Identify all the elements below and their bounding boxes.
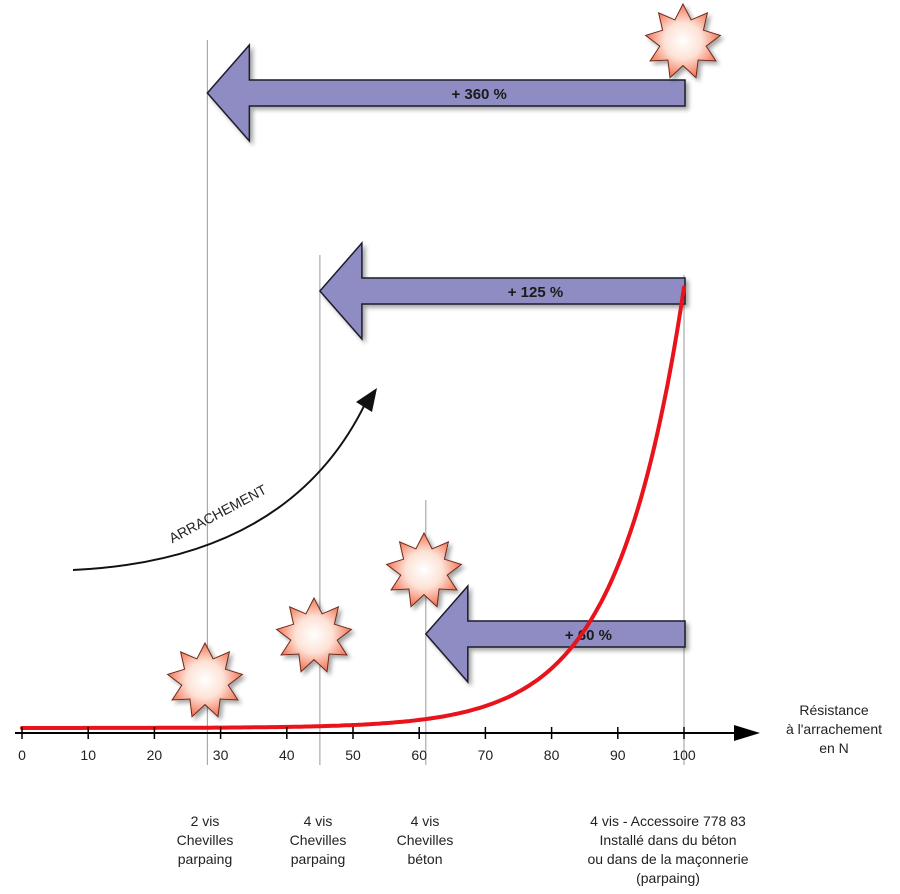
x-axis-arrowhead	[734, 725, 760, 741]
x-tick-label: 30	[213, 747, 229, 763]
marker-caption: béton	[407, 851, 442, 867]
marker-caption: Chevilles	[397, 832, 454, 848]
x-tick-label: 90	[610, 747, 626, 763]
improvement-label: + 360 %	[451, 86, 506, 103]
data-curve	[20, 285, 686, 730]
arrachement-arrowhead	[356, 388, 377, 412]
x-tick-label: 50	[345, 747, 361, 763]
marker-caption: (parpaing)	[636, 870, 700, 886]
x-axis-title: Résistance	[799, 702, 868, 718]
x-tick-label: 60	[411, 747, 427, 763]
marker-caption: Installé dans du béton	[600, 832, 737, 848]
arrachement-annotation: ARRACHEMENT	[72, 388, 377, 571]
burst-marker	[275, 596, 353, 673]
x-axis: 0 10 20 30 40 50 60 70 80 90 100 Résistance à l'arra…	[15, 702, 882, 763]
improvement-arrow	[424, 584, 686, 684]
marker-caption: 4 vis	[411, 813, 440, 829]
burst-marker	[166, 641, 244, 718]
marker-caption: 4 vis - Accessoire 778 83	[590, 813, 746, 829]
x-tick-label: 100	[672, 747, 696, 763]
improvement-label: + 60 %	[565, 627, 612, 644]
marker-caption: Chevilles	[290, 832, 347, 848]
x-tick-label: 80	[544, 747, 560, 763]
arrachement-arrow	[72, 401, 367, 571]
curve-label: ARRACHEMENT	[166, 481, 269, 546]
marker-caption: 2 vis	[191, 813, 220, 829]
x-axis-title: en N	[819, 740, 849, 756]
marker-caption: parpaing	[291, 851, 346, 867]
marker-captions: 2 vis Chevilles parpaing 4 vis Chevilles parp…	[177, 813, 749, 886]
resistance-curve	[20, 285, 686, 730]
marker-caption: ou dans de la maçonnerie	[587, 851, 748, 867]
improvement-label: + 125 %	[508, 284, 563, 301]
x-tick-label: 20	[147, 747, 163, 763]
x-tick-label: 10	[80, 747, 96, 763]
improvement-arrow	[206, 43, 686, 143]
marker-caption: parpaing	[178, 851, 233, 867]
burst-marker	[644, 2, 722, 79]
improvement-arrow	[318, 241, 686, 341]
burst-marker	[385, 531, 463, 608]
burst-markers	[166, 2, 722, 718]
x-tick-label: 40	[279, 747, 295, 763]
x-tick-label: 70	[478, 747, 494, 763]
marker-caption: Chevilles	[177, 832, 234, 848]
x-tick-label: 0	[18, 747, 26, 763]
marker-caption: 4 vis	[304, 813, 333, 829]
x-axis-title: à l'arrachement	[786, 721, 882, 737]
